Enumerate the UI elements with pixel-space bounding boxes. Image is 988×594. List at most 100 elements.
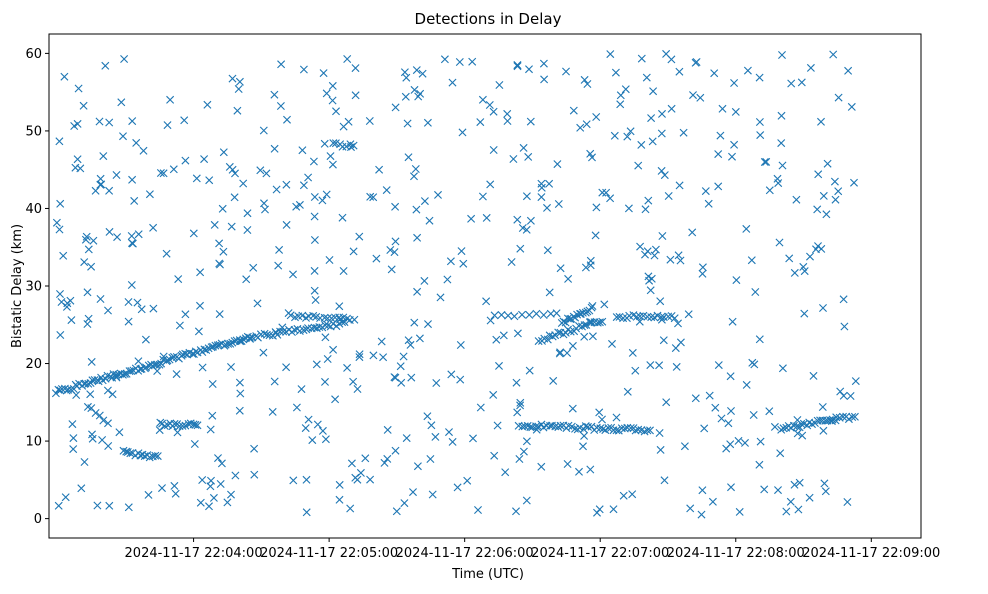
data-point xyxy=(219,247,228,256)
data-point xyxy=(54,501,63,510)
data-point xyxy=(180,116,189,125)
data-point xyxy=(93,501,102,510)
data-point xyxy=(155,426,164,435)
data-point xyxy=(299,181,308,190)
data-point xyxy=(277,60,286,69)
data-point xyxy=(688,228,697,237)
data-point xyxy=(516,244,525,253)
data-point xyxy=(163,121,172,130)
data-point xyxy=(98,436,107,444)
data-point xyxy=(495,81,504,89)
data-point xyxy=(227,490,235,499)
data-point xyxy=(785,254,794,263)
data-point-track-c xyxy=(350,315,359,324)
data-point-track-e xyxy=(554,328,563,337)
data-point xyxy=(410,85,419,94)
data-point xyxy=(724,419,733,428)
data-point xyxy=(790,480,799,489)
data-point-track-e xyxy=(534,337,543,346)
data-point xyxy=(413,233,422,242)
data-point xyxy=(556,264,565,273)
x-tick-label: 2024-11-17 22:08:00 xyxy=(667,546,805,561)
data-point xyxy=(580,75,589,84)
data-point xyxy=(731,107,740,116)
x-tick-label: 2024-11-17 22:05:00 xyxy=(260,546,398,561)
data-point-track-d xyxy=(518,310,526,319)
data-point xyxy=(755,73,764,82)
data-point xyxy=(798,431,807,440)
data-point xyxy=(80,458,89,466)
data-point-track-g xyxy=(664,312,673,321)
data-point xyxy=(636,242,645,251)
data-point xyxy=(69,434,78,443)
data-point xyxy=(813,205,822,214)
data-point xyxy=(181,156,190,165)
data-point xyxy=(124,298,133,306)
data-point xyxy=(844,66,853,75)
data-point xyxy=(786,497,795,506)
data-point xyxy=(391,237,400,246)
data-point xyxy=(817,117,825,126)
data-point xyxy=(380,458,389,467)
data-point xyxy=(225,162,234,171)
data-point xyxy=(760,485,769,494)
data-point-track-i xyxy=(123,448,132,456)
data-point xyxy=(262,169,271,178)
data-point-track-l xyxy=(626,424,635,432)
data-point xyxy=(705,391,714,400)
data-point xyxy=(128,239,136,248)
data-point xyxy=(173,428,182,437)
data-point xyxy=(637,54,646,63)
data-point xyxy=(545,288,554,297)
data-point xyxy=(343,55,352,63)
data-point xyxy=(234,85,243,93)
data-point xyxy=(196,268,205,277)
data-point xyxy=(641,205,650,214)
data-point xyxy=(512,378,521,387)
data-point xyxy=(207,476,215,485)
data-point xyxy=(410,318,419,327)
data-point xyxy=(227,363,235,371)
data-point xyxy=(734,436,743,445)
data-point xyxy=(586,261,595,270)
data-point xyxy=(310,286,319,295)
data-point xyxy=(634,161,643,170)
data-point xyxy=(282,180,291,189)
data-point-track-a xyxy=(213,341,222,350)
data-point xyxy=(698,269,707,278)
data-point-track-l xyxy=(634,425,643,434)
data-point xyxy=(412,205,421,214)
data-point xyxy=(440,55,449,64)
data-point xyxy=(133,298,142,307)
data-point xyxy=(400,499,409,508)
data-point-track-m xyxy=(831,416,840,425)
data-point xyxy=(270,144,279,153)
data-point xyxy=(276,102,285,110)
data-point xyxy=(586,465,595,474)
data-point xyxy=(349,377,358,386)
data-point xyxy=(196,301,204,310)
data-point xyxy=(503,117,512,125)
data-point xyxy=(770,422,779,431)
data-point xyxy=(728,152,736,161)
data-point xyxy=(112,171,121,179)
data-point xyxy=(431,432,440,441)
data-point xyxy=(616,91,625,100)
data-point xyxy=(137,305,146,314)
chart-title: Detections in Delay xyxy=(415,10,562,28)
data-point xyxy=(205,176,214,185)
data-point xyxy=(420,276,429,285)
data-point xyxy=(805,493,814,502)
data-point xyxy=(610,131,619,140)
data-point xyxy=(396,362,405,371)
data-point xyxy=(493,421,502,430)
data-point xyxy=(194,327,203,336)
data-point xyxy=(190,440,199,448)
data-point xyxy=(61,493,70,502)
data-point xyxy=(579,442,587,451)
data-point xyxy=(124,317,133,326)
data-point xyxy=(427,421,436,430)
data-point-track-l xyxy=(612,426,621,435)
data-point xyxy=(476,403,485,412)
data-point xyxy=(674,319,682,328)
